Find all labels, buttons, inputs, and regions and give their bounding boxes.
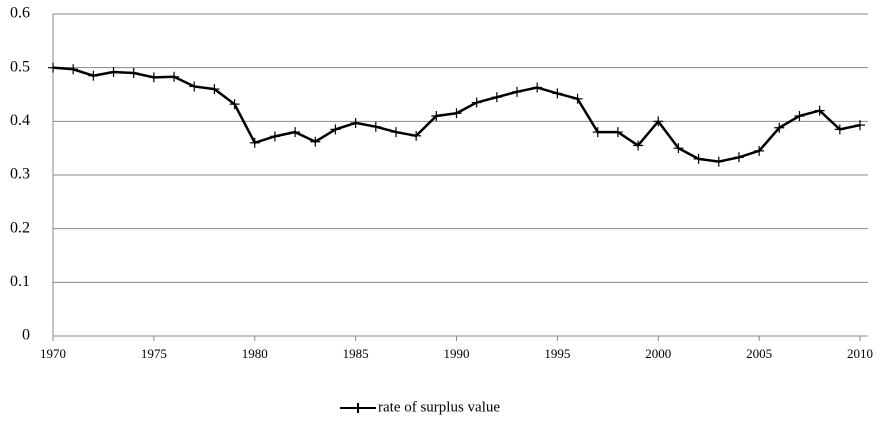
marker [249, 137, 260, 148]
marker [471, 97, 482, 108]
y-tick-label: 0.2 [10, 219, 30, 236]
marker [411, 130, 422, 141]
marker [572, 93, 583, 104]
x-tick-label: 2010 [847, 346, 873, 361]
marker [612, 127, 623, 138]
marker [209, 84, 220, 95]
marker [491, 92, 502, 103]
marker [673, 143, 684, 154]
marker [431, 110, 442, 121]
marker [48, 62, 58, 73]
marker [834, 124, 845, 135]
x-tick-label: 1985 [343, 346, 369, 361]
marker [108, 66, 119, 77]
marker [370, 121, 381, 132]
marker [653, 116, 664, 127]
marker [310, 136, 321, 147]
marker [552, 88, 563, 99]
marker [128, 68, 139, 79]
x-tick-label: 1995 [544, 346, 570, 361]
marker [754, 145, 765, 156]
y-tick-label: 0 [22, 327, 30, 344]
y-tick-label: 0.5 [10, 58, 30, 75]
marker [88, 70, 99, 81]
marker [390, 127, 401, 138]
marker [451, 108, 462, 119]
marker [290, 127, 301, 138]
marker [733, 152, 744, 163]
marker [148, 72, 159, 83]
y-tick-label: 0.6 [10, 5, 30, 22]
marker [330, 124, 341, 135]
x-tick-label: 2000 [645, 346, 671, 361]
y-tick-label: 0.1 [10, 273, 30, 290]
y-tick-label: 0.4 [10, 112, 30, 129]
marker [229, 99, 240, 110]
marker [189, 81, 200, 92]
marker [68, 64, 79, 75]
marker [774, 122, 785, 133]
marker [633, 140, 644, 151]
marker [592, 127, 603, 138]
marker [814, 105, 825, 116]
marker [169, 71, 180, 82]
x-tick-label: 1980 [242, 346, 268, 361]
x-tick-label: 2005 [746, 346, 772, 361]
x-tick-label: 1970 [40, 346, 66, 361]
marker [532, 82, 543, 93]
x-tick-label: 1990 [444, 346, 470, 361]
marker [855, 120, 865, 131]
y-tick-label: 0.3 [10, 166, 30, 183]
marker [693, 153, 704, 164]
marker [350, 117, 361, 128]
legend-marker [340, 403, 376, 413]
marker [512, 86, 523, 97]
x-tick-label: 1975 [141, 346, 167, 361]
marker [269, 131, 280, 142]
marker [713, 156, 724, 167]
legend-label: rate of surplus value [378, 399, 500, 415]
marker [794, 110, 805, 121]
